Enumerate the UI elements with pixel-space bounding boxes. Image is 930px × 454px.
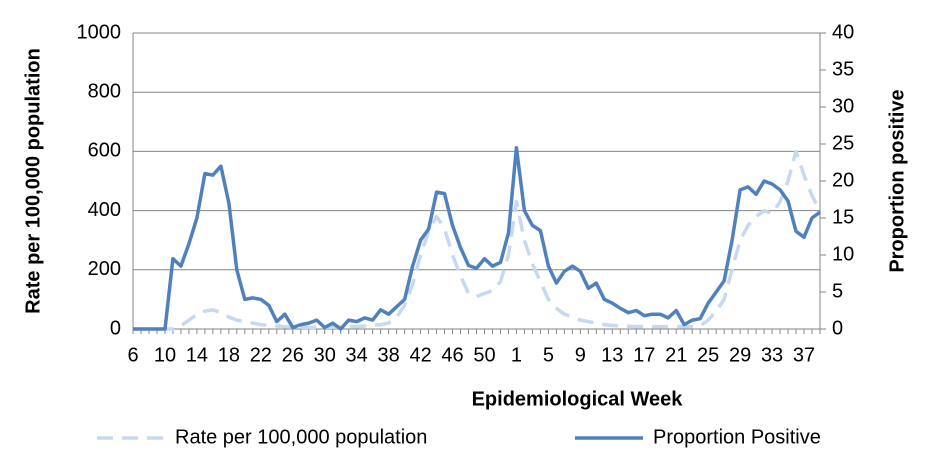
x-tick-label: 25 (697, 344, 719, 366)
legend-label: Proportion Positive (653, 426, 821, 448)
x-tick-label: 14 (186, 344, 208, 366)
x-tick-label: 9 (575, 344, 586, 366)
legend-label: Rate per 100,000 population (175, 426, 427, 448)
x-tick-label: 33 (761, 344, 783, 366)
series-line (133, 145, 822, 331)
y-tick-label: 200 (88, 258, 121, 280)
x-tick-label: 34 (346, 344, 368, 366)
x-tick-label: 10 (154, 344, 176, 366)
y2-tick-label: 10 (832, 243, 854, 265)
y2-axis-title: Proportion positive (886, 89, 908, 272)
y2-tick-label: 0 (832, 317, 843, 339)
y2-tick-label: 5 (832, 280, 843, 302)
x-tick-label: 26 (282, 344, 304, 366)
y-tick-label: 0 (110, 317, 121, 339)
x-axis-title: Epidemiological Week (472, 388, 684, 410)
x-tick-label: 21 (665, 344, 687, 366)
y-tick-label: 600 (88, 140, 121, 162)
y-tick-label: 400 (88, 199, 121, 221)
y-axis-title: Rate per 100,000 population (22, 48, 44, 314)
x-tick-label: 38 (378, 344, 400, 366)
x-tick-label: 22 (250, 344, 272, 366)
y2-tick-label: 20 (832, 169, 854, 191)
y2-tick-label: 30 (832, 95, 854, 117)
y2-tick-label: 40 (832, 21, 854, 43)
x-tick-label: 1 (511, 344, 522, 366)
y-tick-label: 1000 (77, 21, 122, 43)
x-tick-label: 50 (473, 344, 495, 366)
series-line (133, 149, 822, 331)
x-tick-label: 46 (441, 344, 463, 366)
y2-tick-label: 25 (832, 132, 854, 154)
x-tick-label: 37 (793, 344, 815, 366)
x-tick-label: 42 (409, 344, 431, 366)
x-tick-label: 30 (314, 344, 336, 366)
x-tick-label: 29 (729, 344, 751, 366)
x-tick-label: 6 (127, 344, 138, 366)
x-tick-label: 17 (633, 344, 655, 366)
x-tick-label: 5 (543, 344, 554, 366)
y-tick-label: 800 (88, 80, 121, 102)
x-tick-label: 13 (601, 344, 623, 366)
y2-tick-label: 35 (832, 58, 854, 80)
x-tick-label: 18 (218, 344, 240, 366)
y2-tick-label: 15 (832, 206, 854, 228)
